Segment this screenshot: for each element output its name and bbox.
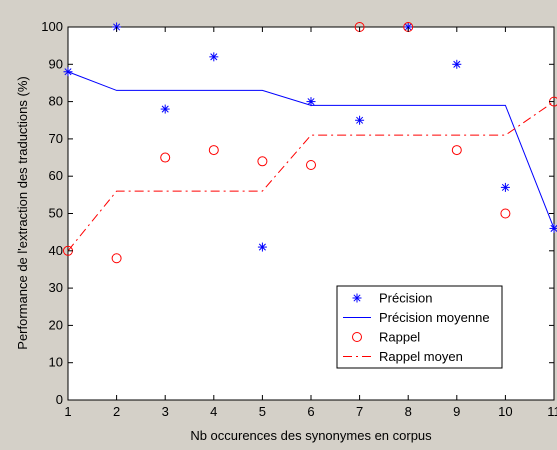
y-tick-label: 60 xyxy=(49,168,63,183)
y-tick-label: 80 xyxy=(49,94,63,109)
data-point-circle xyxy=(160,152,171,163)
legend-label: Précision xyxy=(379,291,432,306)
series-1-line xyxy=(67,71,555,229)
series-3-line xyxy=(67,101,555,252)
y-tick-label: 70 xyxy=(49,131,63,146)
x-axis-label: Nb occurences des synonymes en corpus xyxy=(190,428,432,443)
data-point-circle xyxy=(306,160,316,171)
x-tick-label: 3 xyxy=(162,404,169,419)
y-tick-label: 30 xyxy=(49,280,63,295)
data-point-asterisk xyxy=(355,115,365,125)
x-tick-label: 7 xyxy=(356,404,363,419)
tick-layer: 1 2 3 4 5 6 7 8 9 10 11 0 10 20 30 40 50 60 70 80 90 100 xyxy=(41,19,557,419)
series-line xyxy=(67,101,555,252)
x-tick-label: 5 xyxy=(259,404,266,419)
y-tick-label: 90 xyxy=(49,56,63,71)
legend-swatch-marker xyxy=(352,293,362,303)
data-point-asterisk xyxy=(257,242,267,252)
y-tick-label: 40 xyxy=(49,243,63,258)
y-tick-label: 100 xyxy=(41,19,63,34)
y-axis-label: Performance de l'extraction des traducti… xyxy=(15,76,30,349)
x-tick-label: 6 xyxy=(307,404,314,419)
y-tick-label: 50 xyxy=(49,206,63,221)
data-point-circle xyxy=(257,156,268,167)
y-tick-label: 20 xyxy=(49,317,63,332)
data-point-asterisk xyxy=(209,52,219,62)
series-line xyxy=(67,71,555,229)
x-tick-label: 10 xyxy=(498,404,512,419)
x-tick-label: 4 xyxy=(210,404,217,419)
data-point-circle xyxy=(111,253,122,264)
x-tick-label: 8 xyxy=(405,404,412,419)
legend-label: Rappel moyen xyxy=(379,349,463,364)
data-point-asterisk xyxy=(452,59,462,69)
data-point-circle xyxy=(208,145,219,156)
x-tick-label: 11 xyxy=(547,404,557,419)
y-tick-label: 0 xyxy=(56,392,63,407)
data-point-circle xyxy=(500,208,511,219)
legend-label: Précision moyenne xyxy=(379,310,490,325)
legend-label: Rappel xyxy=(379,330,420,345)
x-tick-label: 2 xyxy=(113,404,120,419)
data-point-asterisk xyxy=(160,104,170,114)
legend-swatch-marker xyxy=(352,332,362,342)
data-point-asterisk xyxy=(306,97,316,107)
series-0-points xyxy=(63,22,557,252)
y-tick-label: 10 xyxy=(49,355,63,370)
legend: Précision Précision moyenne Rappel Rappel m… xyxy=(336,285,503,369)
legend-box xyxy=(336,285,503,369)
x-tick-label: 1 xyxy=(64,404,71,419)
data-point-asterisk xyxy=(500,182,510,192)
x-tick-label: 9 xyxy=(453,404,460,419)
data-point-circle xyxy=(451,145,462,156)
series-layer xyxy=(63,22,557,264)
